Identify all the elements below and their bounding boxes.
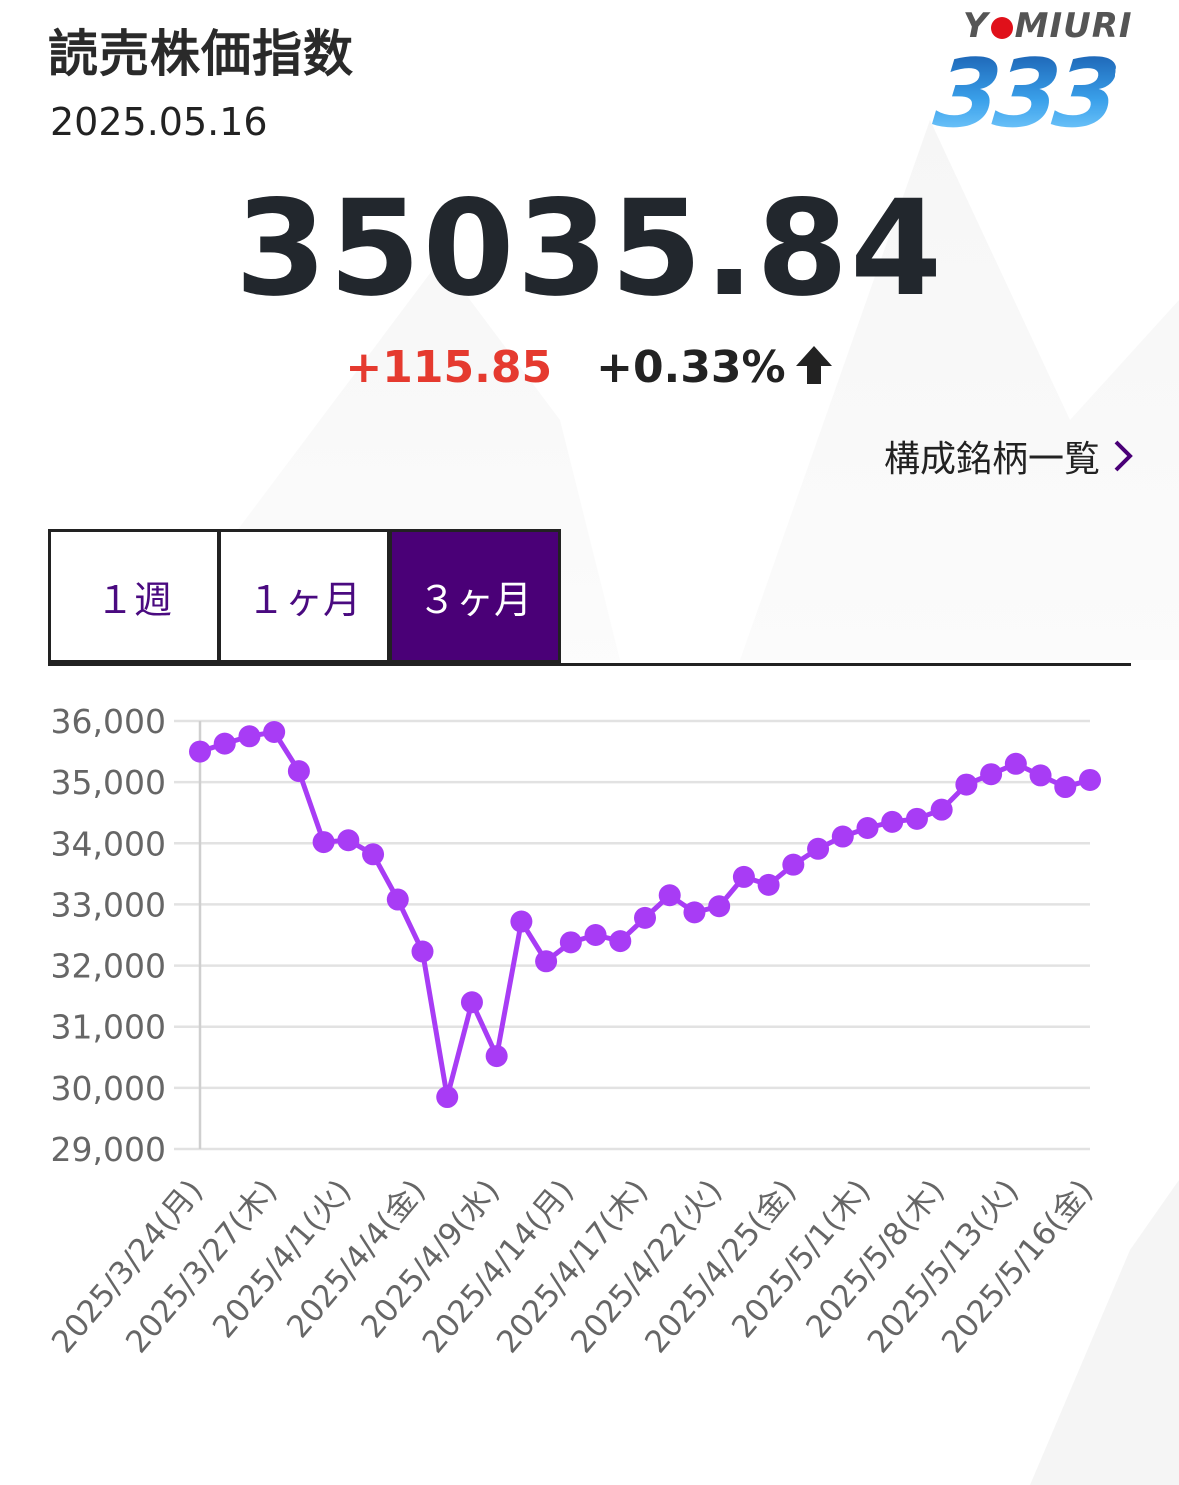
- data-point: [312, 831, 335, 854]
- logo-wordmark: Y MIURI: [963, 6, 1133, 46]
- price-line-chart: 36,000 35,000 34,000 33,000 32,000 31,000 30,0…: [45, 702, 1101, 1360]
- constituents-link-label: 構成銘柄一覧: [883, 439, 1100, 480]
- data-point: [609, 930, 632, 953]
- data-point: [905, 807, 928, 830]
- data-point: [930, 798, 953, 821]
- data-point: [1054, 776, 1077, 799]
- change-percent: +0.33%: [596, 342, 786, 393]
- arrow-up-icon: [794, 344, 834, 397]
- data-point: [510, 910, 533, 933]
- data-point: [757, 873, 780, 896]
- chevron-right-icon: [1114, 440, 1133, 472]
- data-point: [634, 906, 656, 929]
- data-point: [485, 1045, 508, 1068]
- data-point: [238, 725, 261, 748]
- data-point: [287, 760, 310, 783]
- data-point: [831, 825, 854, 848]
- y-tick-label: 32,000: [51, 947, 166, 986]
- data-point: [732, 865, 755, 888]
- data-point: [1079, 768, 1101, 791]
- quote-date: 2025.05.16: [50, 100, 268, 144]
- period-tabs: １週 １ヶ月 ３ヶ月: [48, 529, 1131, 666]
- data-point: [683, 901, 706, 924]
- price-change-row: +115.85 +0.33%: [0, 342, 1179, 397]
- tab-3-months[interactable]: ３ヶ月: [389, 529, 561, 663]
- y-tick-label: 29,000: [51, 1130, 166, 1169]
- y-tick-label: 31,000: [51, 1008, 166, 1047]
- data-point: [213, 732, 236, 755]
- change-amount: +115.85: [345, 342, 553, 393]
- data-point: [807, 837, 830, 860]
- data-point: [189, 740, 211, 763]
- tab-1-week[interactable]: １週: [48, 529, 220, 663]
- data-point: [460, 991, 483, 1014]
- tab-1-month[interactable]: １ヶ月: [218, 529, 390, 663]
- data-point: [782, 853, 805, 876]
- data-point: [263, 721, 286, 744]
- data-point: [535, 950, 558, 973]
- y-tick-label: 36,000: [51, 702, 166, 741]
- data-point: [658, 884, 681, 907]
- page-title: 読売株価指数: [48, 25, 354, 83]
- y-tick-label: 30,000: [51, 1069, 166, 1108]
- logo-number: 333: [929, 40, 1119, 149]
- data-point: [436, 1086, 459, 1109]
- y-tick-label: 34,000: [51, 824, 166, 863]
- logo-red-dot: [990, 16, 1013, 39]
- data-point: [856, 817, 879, 839]
- data-point: [708, 895, 731, 918]
- data-point: [1029, 764, 1052, 787]
- data-point: [386, 888, 409, 911]
- data-point: [559, 931, 582, 954]
- yomiuri-333-logo: Y MIURI 333: [929, 6, 1140, 149]
- data-point: [584, 924, 607, 946]
- data-point: [337, 829, 360, 852]
- data-point: [980, 763, 1003, 786]
- data-point: [362, 843, 385, 866]
- index-price: 35035.84: [234, 172, 945, 326]
- y-tick-label: 33,000: [51, 885, 166, 924]
- data-point: [411, 940, 434, 963]
- data-point: [955, 773, 978, 796]
- constituents-link[interactable]: 構成銘柄一覧: [884, 430, 1134, 482]
- data-point: [1004, 752, 1027, 775]
- data-point: [881, 810, 904, 833]
- y-tick-label: 35,000: [51, 763, 166, 802]
